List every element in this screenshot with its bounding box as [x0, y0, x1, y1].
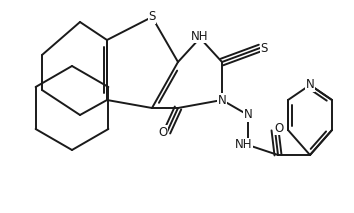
Text: N: N — [218, 94, 226, 106]
Text: O: O — [274, 121, 284, 134]
Text: NH: NH — [235, 138, 253, 151]
Text: N: N — [306, 79, 314, 92]
Text: S: S — [148, 10, 156, 23]
Text: N: N — [244, 108, 252, 121]
Text: NH: NH — [191, 29, 209, 43]
Text: O: O — [158, 125, 168, 138]
Text: S: S — [260, 42, 268, 55]
